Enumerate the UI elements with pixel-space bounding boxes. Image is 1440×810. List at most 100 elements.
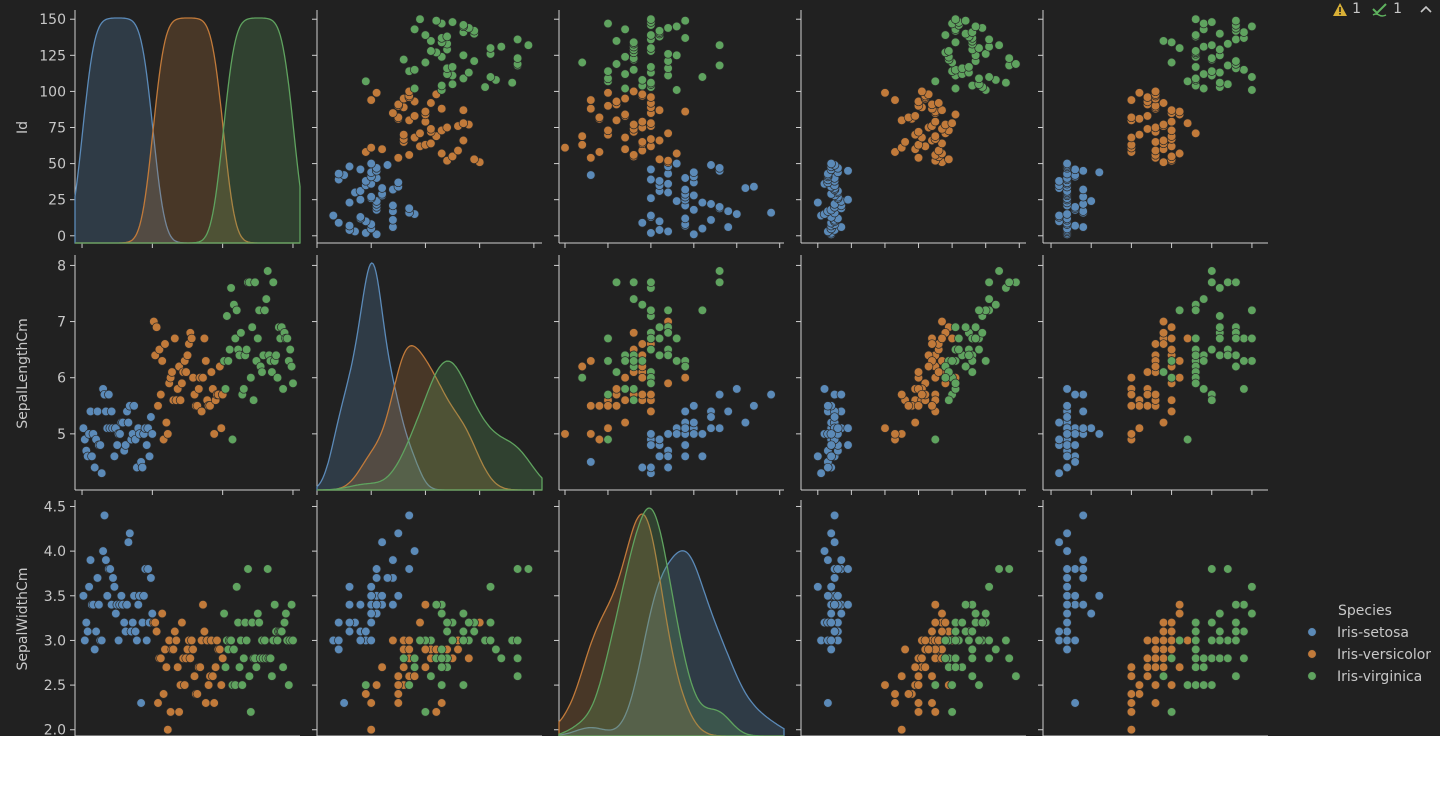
- point-iris-setosa: [819, 384, 830, 394]
- point-iris-virginica: [654, 322, 665, 332]
- point-iris-setosa: [1070, 221, 1080, 231]
- point-iris-virginica: [1247, 72, 1257, 82]
- point-iris-virginica: [1215, 283, 1225, 293]
- point-iris-setosa: [1062, 384, 1072, 394]
- point-iris-setosa: [1070, 698, 1080, 708]
- point-iris-versicolor: [1126, 662, 1137, 672]
- point-iris-virginica: [1207, 40, 1217, 50]
- point-iris-virginica: [950, 14, 961, 24]
- point-iris-versicolor: [420, 106, 431, 117]
- point-iris-virginica: [977, 328, 987, 338]
- point-iris-setosa: [366, 582, 376, 592]
- point-iris-virginica: [437, 662, 447, 672]
- point-iris-versicolor: [1158, 119, 1169, 130]
- chevron-up-icon[interactable]: [1420, 4, 1432, 14]
- point-iris-versicolor: [458, 135, 469, 146]
- point-iris-setosa: [377, 183, 387, 193]
- point-iris-virginica: [491, 644, 501, 655]
- legend-entry: Iris-versicolor: [1337, 647, 1431, 663]
- point-iris-virginica: [1239, 333, 1249, 344]
- point-iris-versicolor: [393, 689, 403, 699]
- point-iris-virginica: [1207, 635, 1217, 646]
- point-iris-setosa: [654, 451, 665, 461]
- point-iris-setosa: [586, 170, 596, 180]
- point-iris-virginica: [247, 322, 257, 332]
- point-iris-setosa: [1054, 468, 1064, 478]
- point-iris-virginica: [399, 653, 409, 663]
- point-iris-setosa: [680, 184, 690, 195]
- point-iris-versicolor: [930, 131, 940, 141]
- check-icon[interactable]: [1371, 2, 1389, 17]
- point-iris-virginica: [680, 33, 690, 43]
- warning-icon[interactable]: [1332, 2, 1348, 17]
- point-iris-virginica: [1223, 635, 1233, 646]
- point-iris-setosa: [109, 451, 120, 461]
- point-iris-versicolor: [913, 698, 924, 708]
- point-iris-virginica: [603, 434, 613, 445]
- point-iris-virginica: [1215, 333, 1225, 344]
- point-iris-setosa: [84, 582, 94, 592]
- point-iris-virginica: [940, 635, 951, 646]
- point-iris-versicolor: [910, 662, 920, 672]
- y-tick-label: 100: [39, 84, 66, 100]
- point-iris-setosa: [99, 510, 110, 521]
- point-iris-versicolor: [426, 138, 436, 149]
- point-iris-versicolor: [1166, 333, 1177, 344]
- point-iris-virginica: [223, 356, 233, 366]
- point-iris-virginica: [1199, 69, 1209, 79]
- point-iris-versicolor: [209, 698, 219, 708]
- point-iris-virginica: [930, 434, 940, 445]
- point-iris-versicolor: [181, 367, 191, 377]
- point-iris-virginica: [1215, 78, 1225, 88]
- point-iris-versicolor: [1158, 662, 1169, 672]
- status-bar[interactable]: 1 1: [1332, 0, 1432, 18]
- point-iris-versicolor: [420, 644, 431, 655]
- point-iris-virginica: [234, 662, 245, 672]
- point-iris-virginica: [1191, 626, 1201, 637]
- point-iris-virginica: [964, 62, 974, 72]
- point-iris-virginica: [278, 662, 288, 672]
- point-iris-setosa: [1054, 176, 1064, 186]
- point-iris-versicolor: [947, 118, 957, 128]
- point-iris-virginica: [226, 283, 236, 293]
- point-iris-virginica: [246, 373, 256, 383]
- point-iris-setosa: [646, 164, 656, 175]
- point-iris-virginica: [246, 707, 256, 717]
- point-iris-virginica: [512, 34, 523, 45]
- point-iris-setosa: [382, 160, 393, 170]
- point-iris-virginica: [974, 344, 984, 355]
- point-iris-setosa: [1062, 608, 1072, 619]
- point-iris-virginica: [984, 635, 994, 646]
- point-iris-setosa: [377, 591, 387, 601]
- point-iris-virginica: [232, 305, 242, 315]
- point-iris-versicolor: [151, 322, 162, 332]
- point-iris-versicolor: [1150, 361, 1161, 372]
- point-iris-virginica: [1191, 617, 1201, 628]
- point-iris-virginica: [646, 378, 656, 388]
- point-iris-virginica: [970, 322, 981, 332]
- point-iris-virginica: [1191, 333, 1201, 344]
- point-iris-virginica: [974, 43, 984, 53]
- point-iris-virginica: [1191, 653, 1201, 663]
- point-iris-setosa: [1062, 573, 1072, 583]
- point-iris-setosa: [388, 600, 398, 610]
- point-iris-virginica: [458, 73, 469, 84]
- point-iris-virginica: [654, 26, 665, 36]
- point-iris-virginica: [697, 305, 708, 315]
- point-iris-setosa: [123, 537, 134, 547]
- point-iris-virginica: [496, 42, 506, 52]
- point-iris-setosa: [1062, 158, 1072, 169]
- point-iris-virginica: [1231, 626, 1241, 637]
- point-iris-versicolor: [654, 154, 665, 164]
- point-iris-setosa: [819, 546, 830, 556]
- point-iris-setosa: [146, 573, 156, 583]
- point-iris-setosa: [344, 617, 355, 628]
- point-iris-virginica: [409, 65, 420, 75]
- point-iris-versicolor: [1166, 644, 1177, 655]
- point-iris-virginica: [1166, 653, 1177, 663]
- point-iris-virginica: [1199, 653, 1209, 663]
- point-iris-virginica: [577, 373, 587, 383]
- point-iris-setosa: [829, 412, 840, 422]
- kde-iris-setosa: [558, 550, 785, 736]
- kde-iris-virginica: [75, 17, 301, 244]
